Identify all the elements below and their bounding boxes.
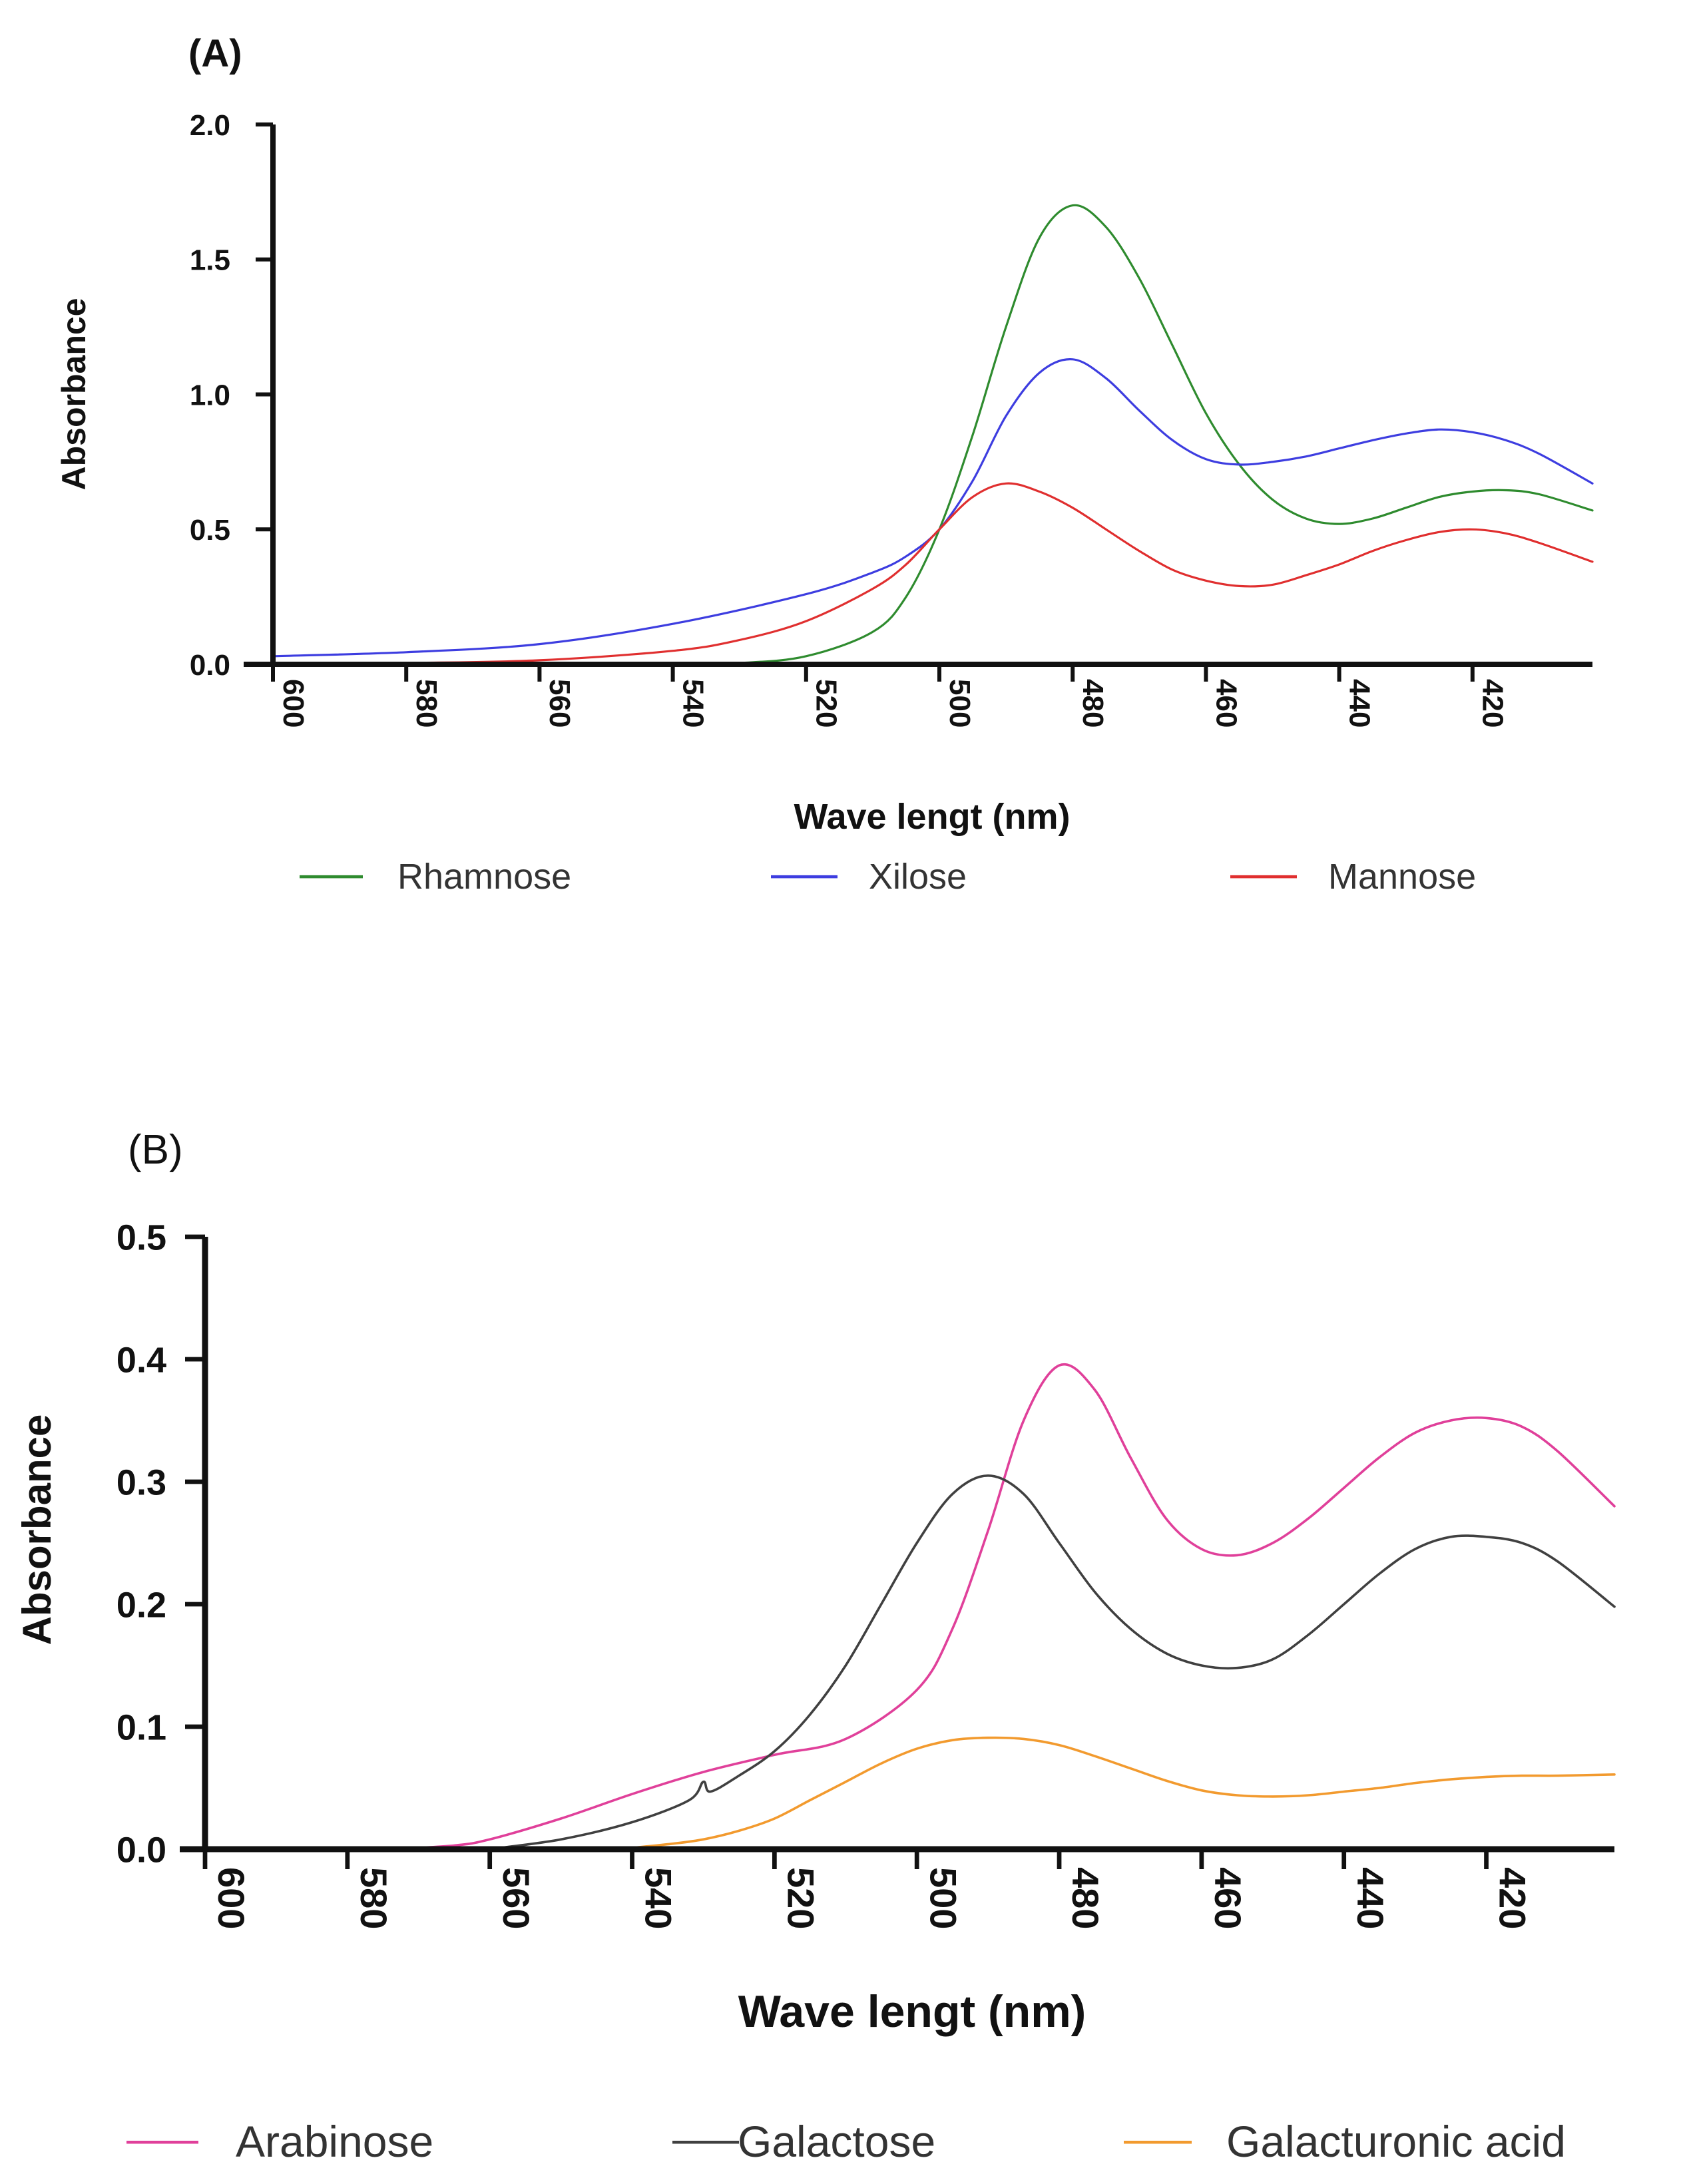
panel-label: (B) (128, 1127, 183, 1173)
y-tick-label: 2.0 (190, 109, 230, 142)
x-tick-label: 600 (210, 1867, 252, 1929)
x-tick-label: 540 (638, 1867, 680, 1929)
y-tick-label: 1.5 (190, 244, 230, 277)
panel-b: (B) 0.0 0.1 0.2 0.3 0.4 0.5 600 580 560 540 520 500 4… (15, 1127, 1616, 2166)
x-tick-label: 520 (780, 1867, 822, 1929)
y-tick-label: 1.0 (190, 379, 230, 411)
legend-label-galacturonic-acid: Galacturonic acid (1226, 2117, 1566, 2166)
x-tick-label: 480 (1065, 1867, 1106, 1929)
legend-label-galactose: Galactose (738, 2117, 935, 2166)
x-tick-label: 520 (810, 679, 843, 728)
legend-label-mannose: Mannose (1328, 857, 1476, 897)
y-tick-label: 0.0 (117, 1830, 166, 1870)
y-tick-label: 0.5 (117, 1217, 166, 1257)
legend: Rhamnose Xilose Mannose (300, 857, 1476, 897)
y-tick-label: 0.1 (117, 1707, 166, 1747)
legend-label-rhamnose: Rhamnose (397, 857, 571, 897)
legend: Arabinose Galactose Galacturonic acid (126, 2117, 1566, 2166)
y-tick-label: 0.3 (117, 1462, 166, 1502)
y-tick-label: 0.5 (190, 514, 230, 546)
series-line-galactose (488, 1474, 1616, 1851)
x-tick-label: 500 (943, 679, 976, 728)
y-tick-label: 0.0 (190, 649, 230, 682)
x-tick-label: 420 (1492, 1867, 1534, 1929)
x-axis-title: Wave lengt (nm) (738, 1986, 1086, 2037)
legend-label-arabinose: Arabinose (236, 2117, 433, 2166)
series-line-xilose (272, 358, 1594, 658)
series-line-mannose (272, 482, 1594, 666)
x-tick-label: 540 (676, 679, 709, 728)
x-tick-label: 580 (410, 679, 443, 728)
x-tick-label: 440 (1343, 679, 1376, 728)
x-tick-label: 500 (922, 1867, 964, 1929)
x-tick-label: 480 (1077, 679, 1109, 728)
y-tick-label: 0.4 (117, 1340, 166, 1380)
x-tick-label: 560 (543, 679, 576, 728)
series-line-galacturonic-acid (616, 1736, 1616, 1851)
x-tick-label: 440 (1349, 1867, 1391, 1929)
x-tick-label: 460 (1210, 679, 1242, 728)
panel-a: (A) 0.0 0.5 1.0 1.5 2.0 600 580 560 540 520 500 480 4… (55, 32, 1594, 897)
y-axis-title: Absorbance (55, 298, 93, 491)
series-line-arabinose (389, 1363, 1616, 1851)
x-tick-label: 600 (277, 679, 310, 728)
x-tick-label: 560 (495, 1867, 537, 1929)
x-tick-label: 580 (353, 1867, 395, 1929)
legend-label-xilose: Xilose (869, 857, 967, 897)
x-tick-label: 420 (1477, 679, 1509, 728)
x-tick-label: 460 (1207, 1867, 1249, 1929)
y-axis-title: Absorbance (15, 1415, 59, 1645)
y-tick-label: 0.2 (117, 1585, 166, 1625)
panel-label: (A) (188, 32, 242, 75)
x-axis-title: Wave lengt (nm) (794, 797, 1070, 837)
